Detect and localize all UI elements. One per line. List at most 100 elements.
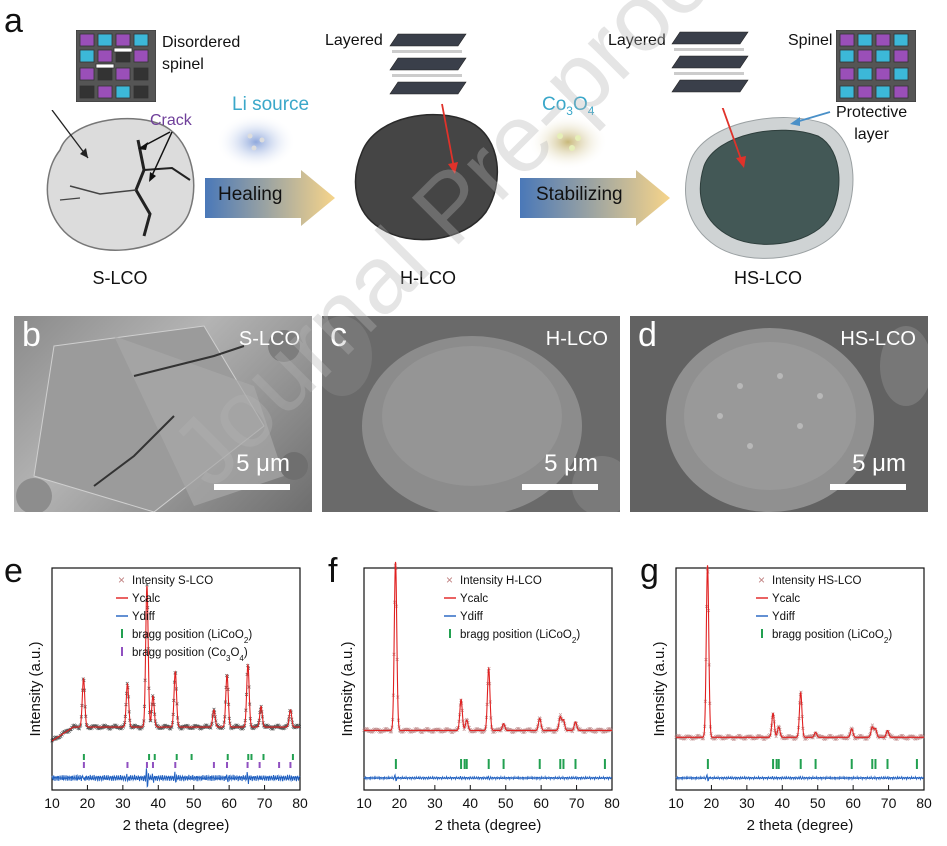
stabilizing-arrow-icon — [520, 170, 670, 226]
legend-marker-obs: × — [758, 573, 765, 587]
legend-entry-2: Ydiff — [132, 611, 156, 623]
sem-image-hs-lco: d HS-LCO 5 μm — [630, 316, 928, 512]
panel-label-f: f — [328, 552, 338, 590]
observed-intensity-series — [362, 563, 614, 735]
plot-frame — [363, 567, 613, 791]
legend-entry-2: Ydiff — [460, 611, 484, 623]
sem-texture — [16, 325, 308, 512]
crack-label: Crack — [150, 112, 192, 129]
xrd-chart-f: 10 20 30 40 50 60 70 80 2 theta (degree) Intensit… — [339, 561, 620, 834]
scale-bar-d — [830, 484, 906, 490]
x-axis-label: 2 theta (degree) — [123, 817, 230, 834]
scale-bar-text-d: 5 μm — [852, 450, 906, 477]
panel-label-a: a — [4, 2, 23, 40]
scale-bar-b — [214, 484, 290, 490]
x-tick-label-20: 20 — [392, 795, 408, 811]
x-tick-label-40: 40 — [774, 795, 790, 811]
sem-image-s-lco: b S-LCO 5 μm — [14, 316, 312, 512]
li-source-cloud-icon — [216, 114, 296, 170]
legend-entry-0: Intensity HS-LCO — [772, 575, 862, 587]
hs-lco-particle-icon — [685, 108, 854, 259]
legend-entry-2: Ydiff — [772, 611, 796, 623]
disordered-spinel-structure-icon — [76, 30, 156, 102]
x-tick-label-30: 30 — [427, 795, 443, 811]
x-tick-label-60: 60 — [221, 795, 237, 811]
healing-arrow-icon — [205, 170, 335, 226]
li-source-label: Li source — [232, 94, 310, 115]
x-tick-label-60: 60 — [845, 795, 861, 811]
sem-name-b: S-LCO — [238, 328, 300, 350]
y-axis-label: Intensity (a.u.) — [27, 641, 44, 736]
x-tick-label-80: 80 — [604, 795, 620, 811]
sem-image-h-lco: c H-LCO 5 μm — [322, 316, 620, 512]
x-axis-label: 2 theta (degree) — [747, 817, 854, 834]
legend-entry-1: Ycalc — [772, 593, 800, 605]
x-tick-label-10: 10 — [44, 795, 60, 811]
plot-frame — [675, 567, 925, 791]
ydiff-series — [51, 768, 301, 788]
ycalc-series — [364, 561, 612, 732]
x-tick-label-60: 60 — [533, 795, 549, 811]
xrd-chart-e: 10 20 30 40 50 60 70 80 2 theta (degree) Intensit… — [27, 567, 308, 834]
x-tick-label-10: 10 — [668, 795, 684, 811]
x-tick-label-10: 10 — [356, 795, 372, 811]
disordered-spinel-label: Disordered spinel — [162, 34, 241, 73]
panel-label-d: d — [638, 316, 657, 354]
scale-bar-text-b: 5 μm — [236, 450, 290, 477]
x-tick-label-30: 30 — [115, 795, 131, 811]
sem-texture-2 — [322, 316, 620, 512]
x-tick-label-80: 80 — [916, 795, 932, 811]
layered-structure-icon-2 — [671, 31, 749, 93]
legend-entry-0: Intensity S-LCO — [132, 575, 213, 587]
co3o4-label: Co3O4 — [542, 94, 595, 118]
h-lco-caption: H-LCO — [399, 268, 457, 288]
x-tick-label-70: 70 — [881, 795, 897, 811]
layered-structure-icon — [389, 33, 467, 95]
y-axis-label: Intensity (a.u.) — [651, 641, 668, 736]
legend-entry-3: bragg position (LiCoO2) — [772, 629, 892, 645]
co3o4-cloud-icon — [528, 114, 608, 170]
layered-label-2: Layered — [608, 32, 666, 49]
xrd-chart-g: 10 20 30 40 50 60 70 80 2 theta (degree) Intensit… — [651, 565, 932, 834]
protective-layer-label: Protective layer — [836, 104, 908, 143]
sem-name-d: HS-LCO — [840, 328, 916, 350]
legend-entry-4: bragg position (Co3O4) — [132, 647, 248, 663]
legend-marker-obs: × — [446, 573, 453, 587]
ydiff-series — [675, 773, 925, 782]
hs-lco-caption: HS-LCO — [733, 268, 803, 288]
x-tick-label-50: 50 — [810, 795, 826, 811]
ycalc-series — [676, 565, 924, 738]
stabilizing-label: Stabilizing — [536, 184, 623, 205]
scale-bar-c — [522, 484, 598, 490]
spinel-structure-icon — [836, 30, 916, 102]
spinel-label: Spinel — [788, 32, 833, 49]
sem-name-c: H-LCO — [545, 328, 608, 350]
legend-marker-obs: × — [118, 573, 125, 587]
panel-label-g: g — [640, 552, 659, 590]
x-tick-label-20: 20 — [80, 795, 96, 811]
legend-entry-3: bragg position (LiCoO2) — [132, 629, 252, 645]
panel-label-b: b — [22, 316, 41, 354]
ycalc-series — [51, 585, 300, 742]
ydiff-series — [363, 773, 613, 782]
legend-entry-3: bragg position (LiCoO2) — [460, 629, 580, 645]
legend-entry-1: Ycalc — [460, 593, 488, 605]
x-tick-label-50: 50 — [498, 795, 514, 811]
x-tick-label-80: 80 — [292, 795, 308, 811]
x-tick-label-50: 50 — [186, 795, 202, 811]
legend-entry-0: Intensity H-LCO — [460, 575, 542, 587]
legend-entry-1: Ycalc — [132, 593, 160, 605]
observed-intensity-series — [50, 583, 302, 743]
x-tick-label-40: 40 — [462, 795, 478, 811]
x-axis-label: 2 theta (degree) — [435, 817, 542, 834]
x-tick-label-70: 70 — [257, 795, 273, 811]
sem-texture-3 — [666, 326, 928, 512]
layered-label-1: Layered — [325, 32, 383, 49]
panel-label-e: e — [4, 552, 23, 590]
s-lco-caption: S-LCO — [92, 268, 148, 288]
h-lco-particle-icon — [354, 103, 498, 241]
x-tick-label-70: 70 — [569, 795, 585, 811]
scale-bar-text-c: 5 μm — [544, 450, 598, 477]
plot-frame — [51, 567, 301, 791]
x-tick-label-30: 30 — [739, 795, 755, 811]
